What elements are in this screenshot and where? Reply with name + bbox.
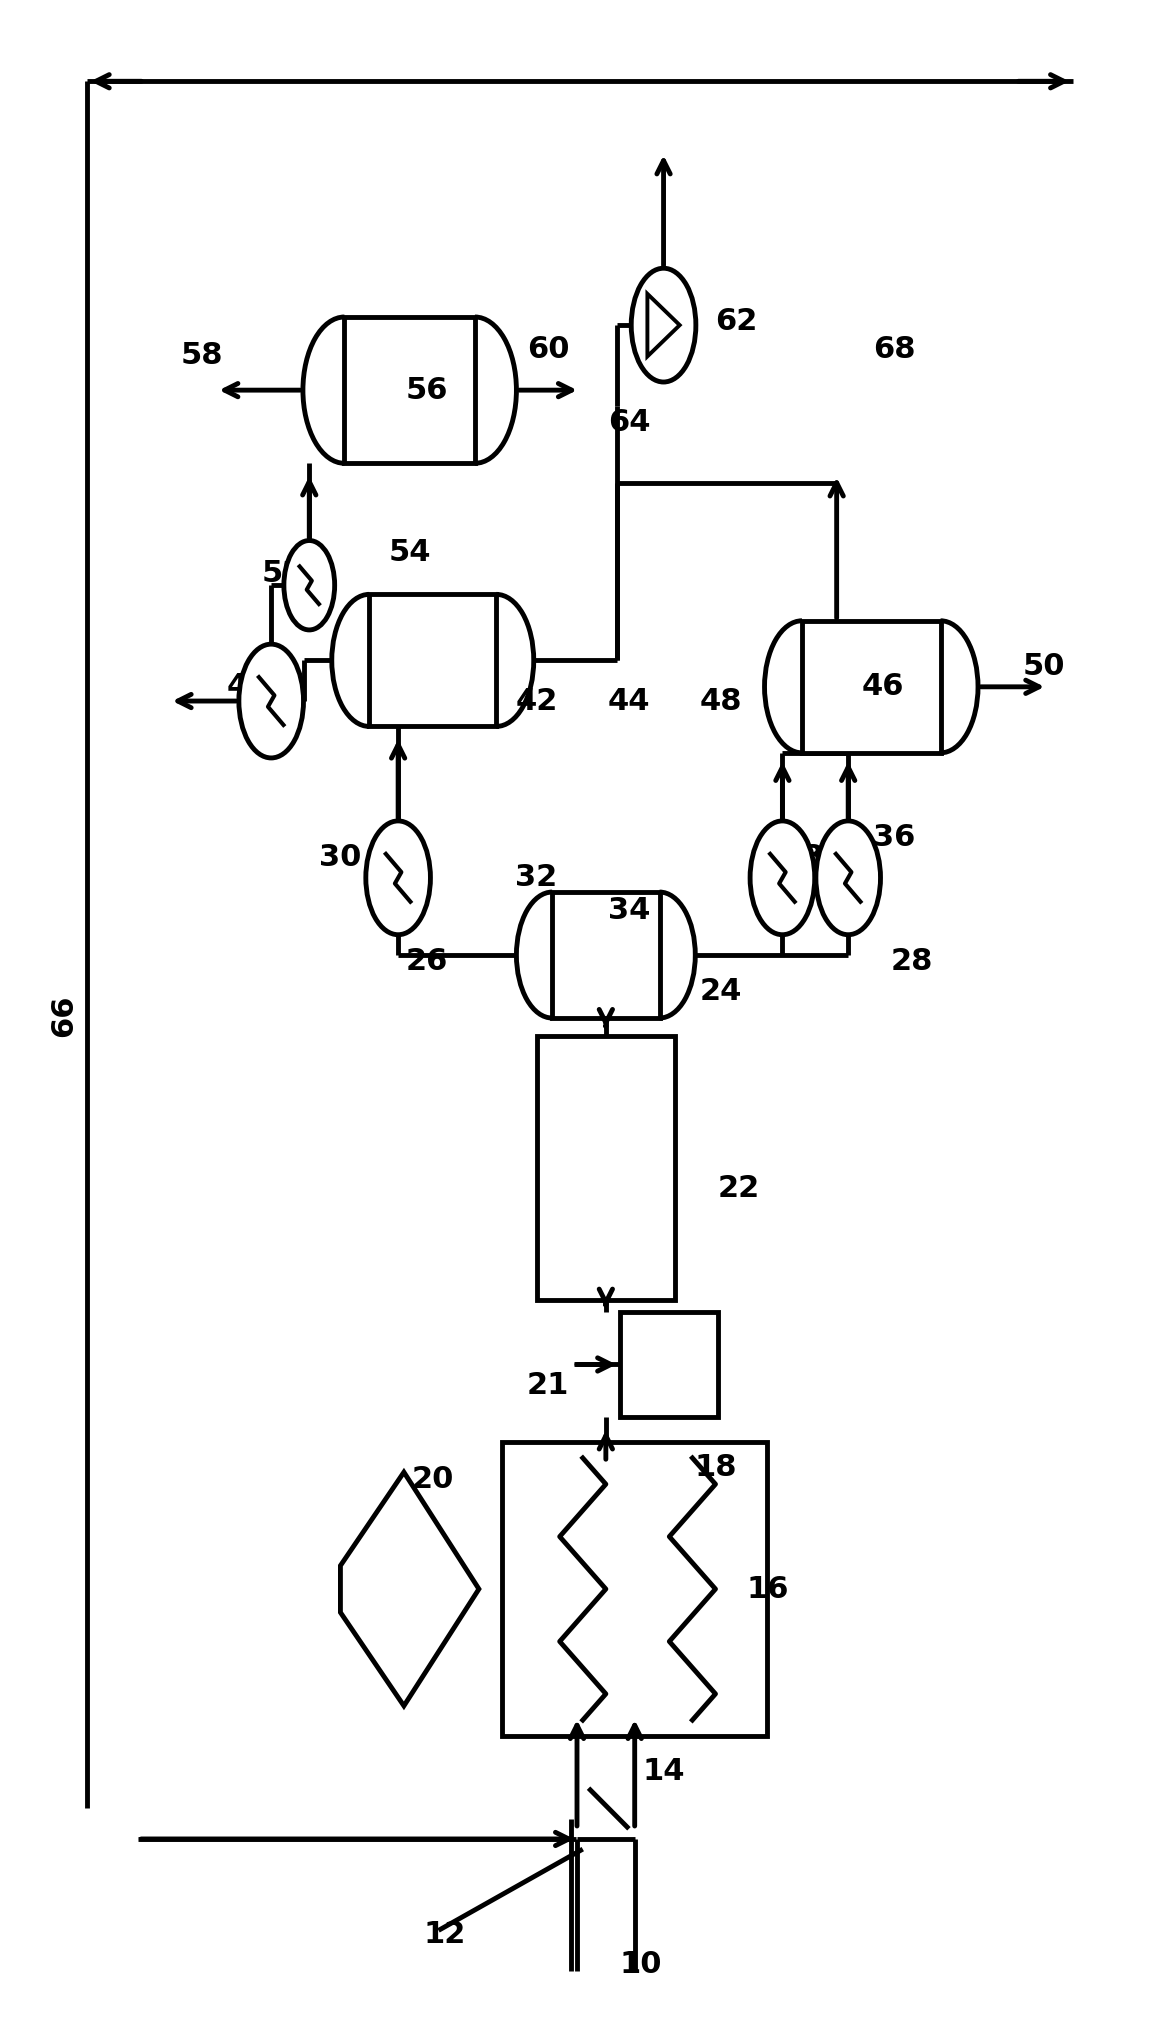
Text: 18: 18 [695,1453,736,1481]
Text: 14: 14 [643,1758,684,1786]
Text: 54: 54 [389,538,430,567]
Text: 40: 40 [227,673,269,701]
Text: 26: 26 [406,947,448,975]
Text: 12: 12 [424,1920,465,1949]
Text: 10: 10 [620,1951,661,1979]
Circle shape [750,821,815,935]
Text: 52: 52 [262,559,304,587]
Text: 30: 30 [320,843,361,872]
Circle shape [284,541,335,630]
Polygon shape [647,295,680,356]
Bar [502,1443,767,1735]
Bar [369,593,496,725]
Text: 50: 50 [1024,652,1065,681]
Text: 48: 48 [700,687,742,715]
Text: 66: 66 [48,996,78,1036]
Bar [344,317,474,463]
Circle shape [366,821,430,935]
Text: 24: 24 [700,977,742,1006]
Text: 44: 44 [608,687,650,715]
Text: 20: 20 [412,1465,454,1494]
Text: 56: 56 [406,376,448,404]
Text: 68: 68 [874,335,915,364]
Text: 21: 21 [527,1372,569,1400]
Text: 62: 62 [715,307,757,335]
Bar [553,892,660,1018]
Circle shape [631,268,696,382]
Text: 28: 28 [891,947,932,975]
Text: 36: 36 [874,823,915,851]
Text: 32: 32 [516,864,557,892]
Circle shape [816,821,881,935]
Polygon shape [340,1471,479,1707]
Bar [537,1036,675,1300]
Bar [621,1313,718,1418]
Text: 22: 22 [718,1174,759,1203]
Text: 58: 58 [181,341,223,370]
Text: 46: 46 [862,673,904,701]
Text: 42: 42 [516,687,557,715]
Circle shape [239,644,304,758]
Text: 34: 34 [608,896,650,925]
Bar [802,620,941,752]
Text: 16: 16 [747,1575,788,1603]
Text: 38: 38 [781,843,823,872]
Text: 64: 64 [608,408,650,437]
Text: 60: 60 [527,335,569,364]
